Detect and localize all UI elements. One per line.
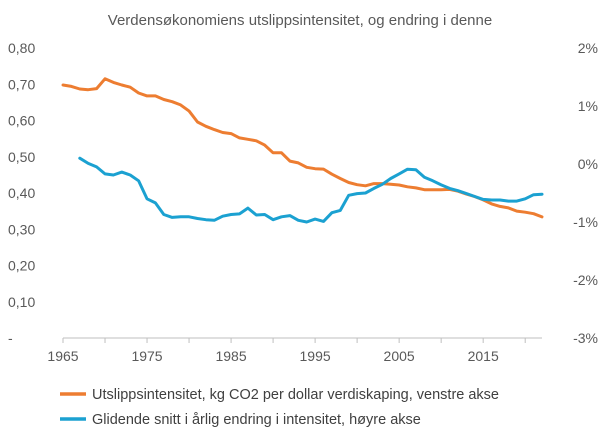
x-tick-label: 1975: [131, 348, 162, 364]
y-left-tick-label: 0,20: [8, 258, 35, 274]
legend-label-moving-average: Glidende snitt i årlig endring i intensi…: [92, 412, 421, 428]
y-left-tick-label: 0,60: [8, 113, 35, 129]
y-left-tick-label: -: [8, 330, 13, 346]
y-right-tick-label: -2%: [573, 272, 598, 288]
y-right-tick-label: 1%: [578, 98, 598, 114]
y-left-tick-label: 0,70: [8, 76, 35, 92]
x-tick-label: 1965: [47, 348, 78, 364]
x-tick-labels: 1965 1975 1985 1995 2005 2015: [47, 348, 499, 364]
y-right-tick-label: 0%: [578, 156, 598, 172]
x-tick-label: 2005: [384, 348, 415, 364]
legend-label-emissions-intensity: Utslippsintensitet, kg CO2 per dollar ve…: [92, 387, 499, 403]
x-tick-label: 2015: [468, 348, 499, 364]
y-right-tick-label: 2%: [578, 40, 598, 56]
y-left-tick-label: 0,30: [8, 221, 35, 237]
x-tick-label: 1985: [215, 348, 246, 364]
y-right-tick-label: -1%: [573, 214, 598, 230]
x-tick-label: 1995: [300, 348, 331, 364]
y-left-tick-label: 0,50: [8, 149, 35, 165]
x-tick-marks: [62, 338, 526, 343]
series-lines: [61, 77, 544, 224]
legend: Utslippsintensitet, kg CO2 per dollar ve…: [60, 387, 499, 428]
y-right-tick-labels: -3% -2% -1% 0% 1% 2%: [573, 40, 598, 346]
y-right-tick-label: -3%: [573, 330, 598, 346]
y-left-tick-label: 0,40: [8, 185, 35, 201]
y-left-tick-label: 0,80: [8, 40, 35, 56]
y-left-tick-labels: - 0,10 0,20 0,30 0,40 0,50 0,60 0,70 0,80: [8, 40, 35, 346]
y-left-tick-label: 0,10: [8, 294, 35, 310]
chart-title: Verdensøkonomiens utslippsintensitet, og…: [108, 12, 492, 29]
series-line-moving-average: [78, 156, 544, 224]
